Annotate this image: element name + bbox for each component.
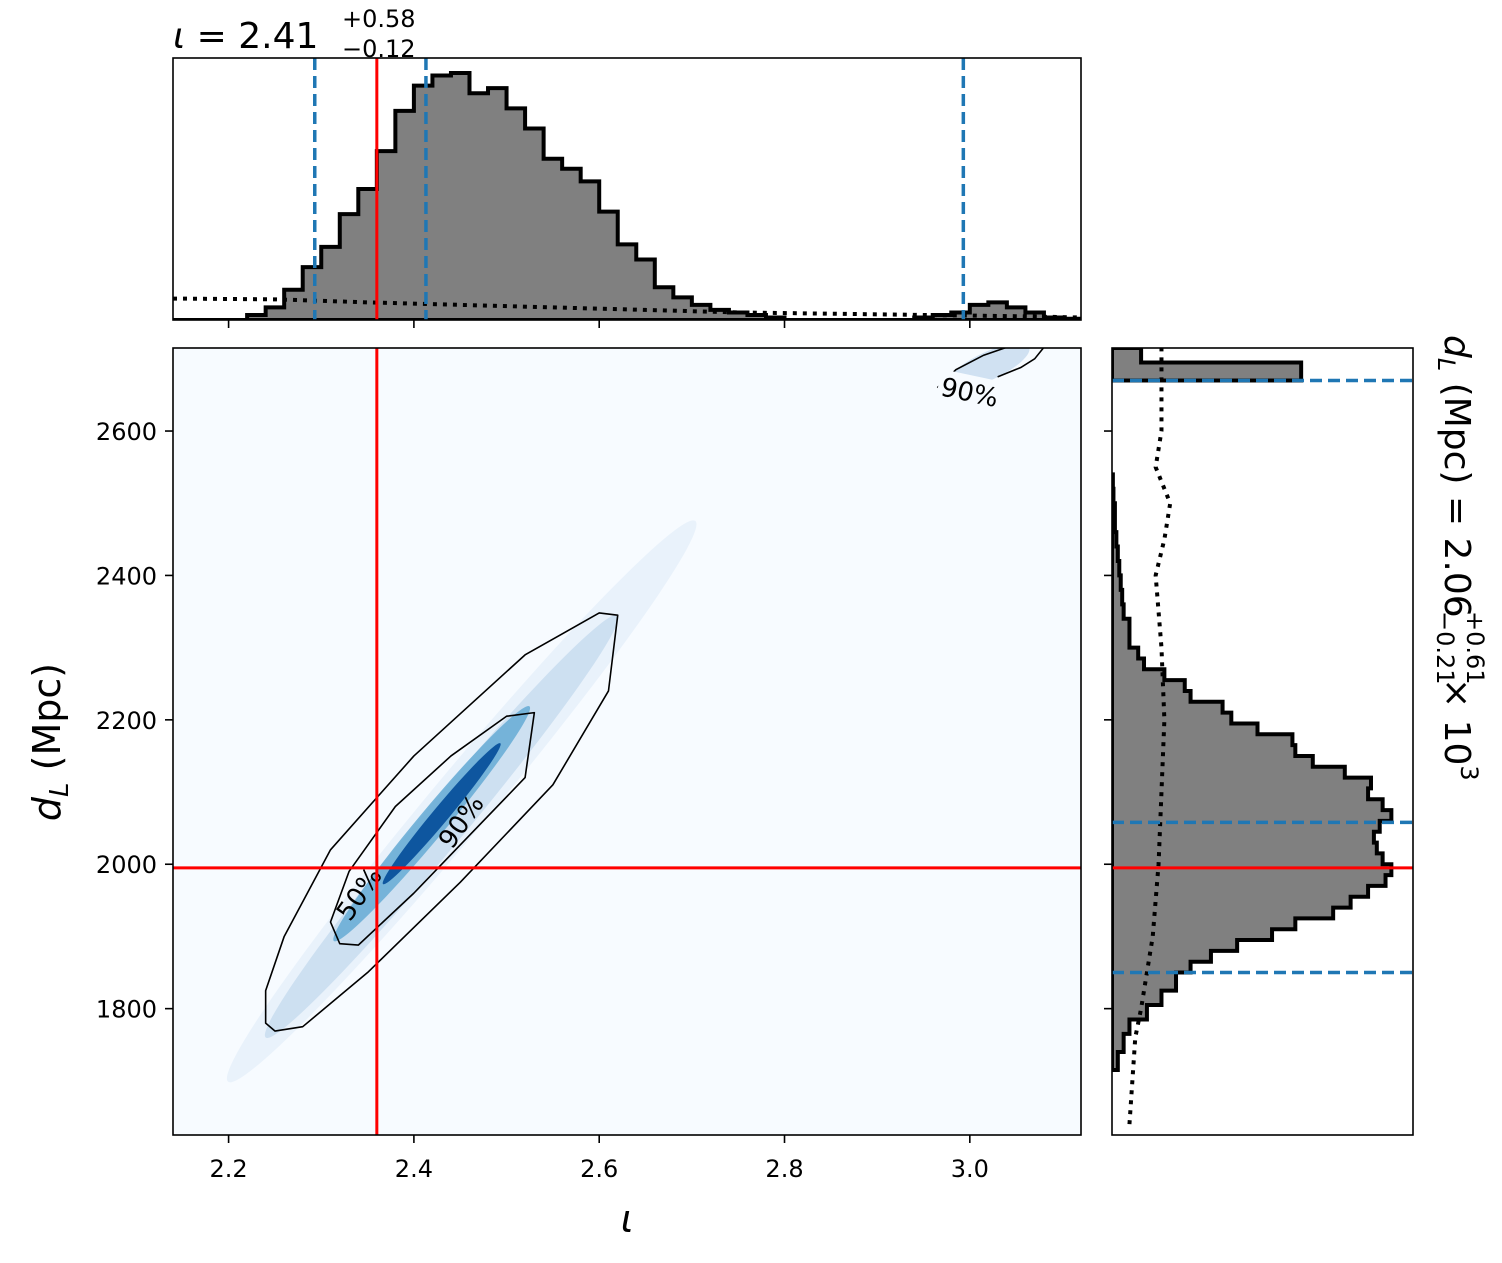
contour-50-inner (329, 711, 536, 946)
distance-histogram-secondary (1112, 348, 1304, 383)
distance-prior-curve (1127, 348, 1173, 1125)
joint-background (173, 348, 1081, 1135)
distance-title-plus: +0.61 (1461, 611, 1489, 685)
inclination-top-ticks (227, 320, 971, 328)
y-tick-label-2: 2200 (96, 707, 157, 735)
density-peak (382, 743, 501, 885)
joint-panel-frame (172, 347, 1082, 1136)
contour-90-upper-b (997, 348, 1045, 378)
y-tick-label-1: 2000 (96, 851, 157, 879)
distance-title-rest: (Mpc) = 2.06 (1436, 371, 1477, 617)
inclination-marginal-panel: ι = 2.41 +0.58 −0.12 (172, 5, 1082, 328)
distance-histogram (1112, 348, 1413, 1125)
distance-title: dL (Mpc) = 2.06 +0.61 −0.21 × 103 (1431, 335, 1489, 781)
x-tick-label-3: 2.8 (765, 1155, 803, 1183)
contour-label-bg-2 (936, 369, 1005, 410)
svg-text:dL (Mpc) = 2.06: dL (Mpc) = 2.06 (1432, 335, 1477, 618)
distance-title-exp: 3 (1455, 765, 1483, 780)
x-tick-label-4: 3.0 (951, 1155, 989, 1183)
distance-marginal-panel: dL (Mpc) = 2.06 +0.61 −0.21 × 103 (1104, 335, 1489, 1136)
contour-90-outer (264, 612, 619, 1032)
y-tick-label-4: 2600 (96, 418, 157, 446)
inclination-prior-curve (173, 296, 1081, 320)
distance-title-minus: −0.21 (1431, 611, 1459, 685)
inclination-title-plus: +0.58 (342, 5, 416, 33)
distance-panel-frame (1111, 347, 1414, 1136)
x-tick-label-1: 2.4 (395, 1155, 433, 1183)
inclination-axis-ticks: 2.2 2.4 2.6 2.8 3.0 (210, 1135, 989, 1183)
x-tick-label-0: 2.2 (210, 1155, 248, 1183)
inclination-histogram (173, 58, 1081, 320)
joint-injected-lines (173, 348, 1081, 1135)
inclination-title-symbol: ι (173, 16, 185, 57)
y-axis-label: dL (Mpc) (25, 663, 75, 821)
y-tick-label-3: 2400 (96, 562, 157, 590)
joint-density (226, 348, 1030, 1083)
x-tick-label-2: 2.6 (580, 1155, 618, 1183)
inclination-title-median: 2.41 (238, 16, 318, 57)
inclination-panel-frame (172, 57, 1082, 321)
svg-text:× 103: × 103 (1436, 678, 1483, 781)
y-axis-label-sub: L (45, 782, 75, 797)
distance-histogram-bars (1112, 472, 1394, 1073)
distance-title-sub: L (1432, 358, 1460, 371)
y-axis-label-main: d (25, 796, 69, 821)
inclination-title: ι = 2.41 (173, 16, 318, 57)
distance-right-ticks (1104, 430, 1112, 1010)
y-axis-label-unit: (Mpc) (25, 663, 69, 783)
inclination-histogram-bars (173, 71, 1081, 320)
x-axis-label: ι (621, 1197, 634, 1241)
distance-title-suffix: × 10 (1436, 678, 1477, 765)
inclination-title-minus: −0.12 (342, 35, 416, 63)
distance-axis-ticks: 1800 2000 2200 2400 2600 (96, 418, 173, 1024)
distance-title-main: d (1436, 335, 1477, 359)
joint-posterior-panel: 50%90%90% 2.2 2.4 2.6 2.8 3.0 18002000220024… (25, 347, 1082, 1241)
y-tick-label-0: 1800 (96, 996, 157, 1024)
